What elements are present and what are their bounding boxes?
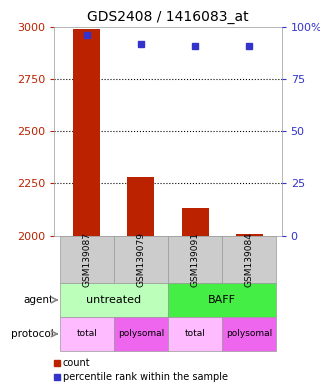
Bar xyxy=(114,316,168,351)
Text: BAFF: BAFF xyxy=(208,295,236,305)
Text: GSM139091: GSM139091 xyxy=(190,232,200,287)
Bar xyxy=(236,233,263,236)
Text: polysomal: polysomal xyxy=(118,329,164,338)
Bar xyxy=(168,316,222,351)
Text: agent: agent xyxy=(23,295,53,305)
Text: count: count xyxy=(62,358,90,368)
Bar xyxy=(222,316,276,351)
Bar xyxy=(181,209,209,236)
Bar xyxy=(60,283,168,316)
Text: GSM139087: GSM139087 xyxy=(82,232,91,287)
Bar xyxy=(168,236,222,283)
Text: protocol: protocol xyxy=(11,329,53,339)
Text: untreated: untreated xyxy=(86,295,141,305)
Text: total: total xyxy=(185,329,205,338)
Bar xyxy=(114,236,168,283)
Text: GSM139079: GSM139079 xyxy=(136,232,146,287)
Text: percentile rank within the sample: percentile rank within the sample xyxy=(62,372,228,382)
Text: GSM139084: GSM139084 xyxy=(245,232,254,287)
Bar xyxy=(60,316,114,351)
Bar xyxy=(168,283,276,316)
Text: total: total xyxy=(76,329,97,338)
Title: GDS2408 / 1416083_at: GDS2408 / 1416083_at xyxy=(87,10,249,25)
Bar xyxy=(127,177,155,236)
Text: polysomal: polysomal xyxy=(226,329,272,338)
Bar xyxy=(60,236,114,283)
Bar xyxy=(222,236,276,283)
Bar xyxy=(73,29,100,236)
